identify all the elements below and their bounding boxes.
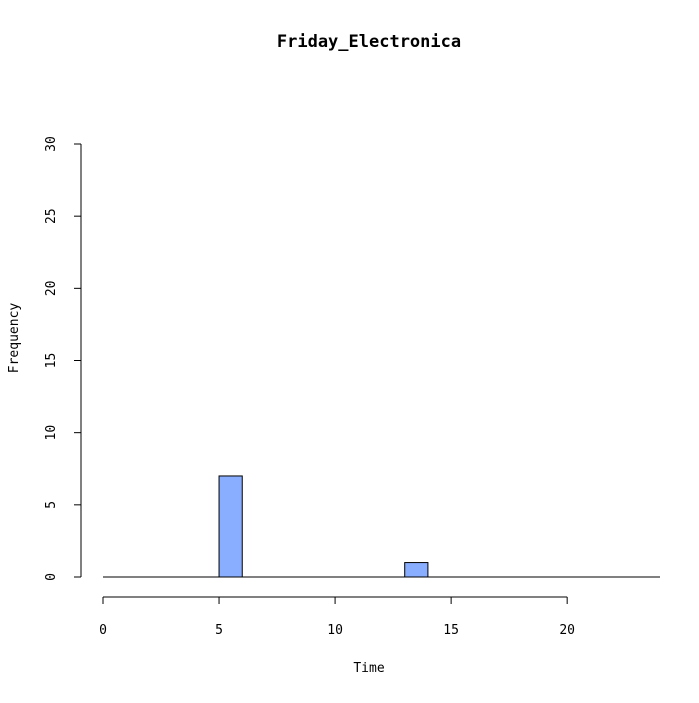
histogram-bar-5-6 bbox=[218, 475, 243, 578]
y-tick-label-15: 15 bbox=[44, 353, 59, 369]
x-tick-label-5: 5 bbox=[215, 623, 223, 638]
x-axis-label: Time bbox=[353, 661, 384, 676]
y-tick-label-30: 30 bbox=[44, 136, 59, 152]
y-axis-label: Frequency bbox=[7, 303, 22, 374]
y-tick-label-0: 0 bbox=[44, 573, 59, 581]
x-tick-label-20: 20 bbox=[559, 623, 575, 638]
y-tick-label-10: 10 bbox=[44, 425, 59, 441]
x-tick-label-10: 10 bbox=[327, 623, 343, 638]
y-tick-label-5: 5 bbox=[44, 501, 59, 509]
x-axis: 0 5 10 15 20 bbox=[99, 596, 575, 638]
y-tick-label-25: 25 bbox=[44, 208, 59, 224]
y-axis: 0 5 10 15 20 25 30 bbox=[44, 136, 82, 581]
bars-group bbox=[103, 475, 660, 578]
histogram-bar-13-14 bbox=[404, 562, 429, 578]
chart-title: Friday_Electronica bbox=[277, 32, 461, 52]
x-tick-label-0: 0 bbox=[99, 623, 107, 638]
x-tick-label-15: 15 bbox=[443, 623, 459, 638]
y-tick-label-20: 20 bbox=[44, 281, 59, 297]
